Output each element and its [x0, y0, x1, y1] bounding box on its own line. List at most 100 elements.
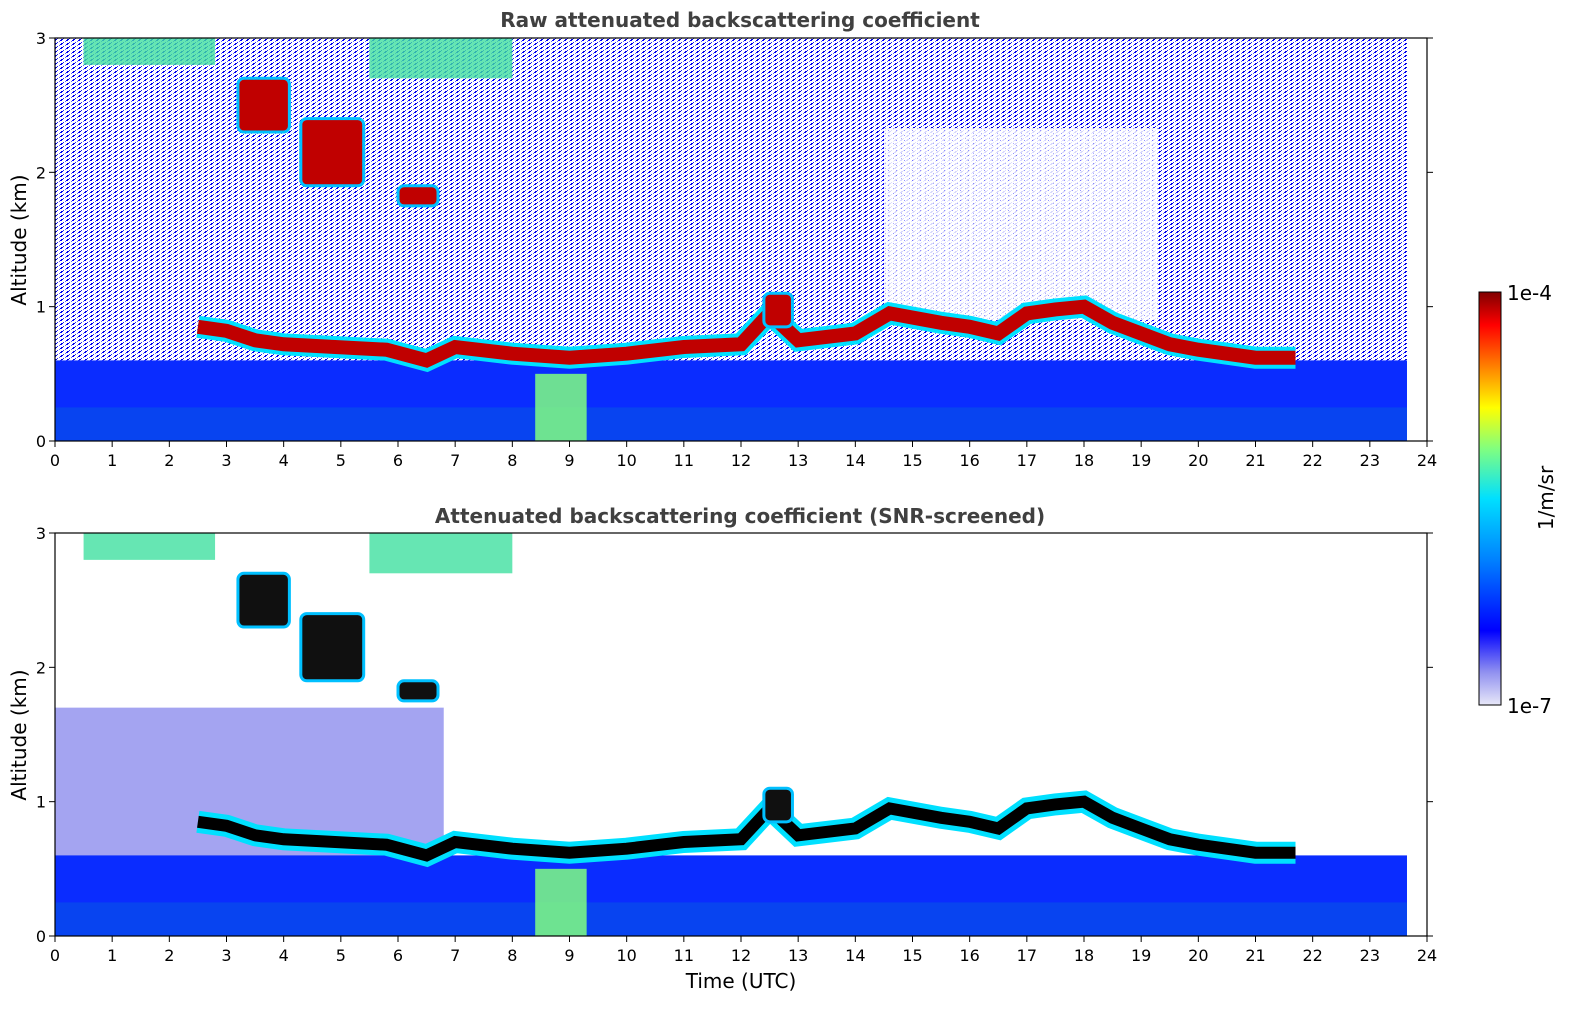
colorbar-label: 1/m/sr [1534, 465, 1558, 530]
x-tick-label: 18 [1074, 451, 1094, 470]
high-aerosol-patch [369, 38, 513, 79]
x-tick-label: 11 [674, 946, 694, 965]
x-tick-label: 4 [279, 946, 289, 965]
panel-snr-xaxis: 0 1 2 3 4 5 6 7 8 9 10 11 12 13 14 15 16 17 18 19 20 21 22 23 24 [50, 936, 1437, 965]
y-tick-label: 0 [36, 432, 46, 451]
colorbar: 1e-4 1e-7 1/m/sr [1478, 281, 1558, 718]
x-tick-label: 6 [393, 451, 403, 470]
x-tick-label: 13 [788, 946, 808, 965]
x-tick-label: 20 [1188, 946, 1208, 965]
x-tick-label: 22 [1302, 451, 1322, 470]
panel-raw-xaxis: 0 1 2 3 4 5 6 7 8 9 10 11 12 13 14 15 16 17 18 19 20 21 22 23 24 [50, 441, 1437, 470]
snr-cloud-patches [236, 571, 794, 824]
x-tick-label: 13 [788, 451, 808, 470]
panel-snr-xlabel: Time (UTC) [685, 969, 797, 993]
y-tick-label: 1 [36, 793, 46, 812]
x-tick-label: 14 [845, 451, 865, 470]
snr-dust-plume [535, 868, 587, 936]
y-tick-label: 3 [36, 524, 46, 543]
cloud-patch [762, 291, 794, 329]
cloud-patch [762, 786, 794, 824]
colorbar-min-label: 1e-7 [1507, 694, 1552, 718]
x-tick-label: 9 [564, 451, 574, 470]
raw-high-aerosol [83, 38, 513, 79]
x-tick-label: 14 [845, 946, 865, 965]
x-tick-label: 20 [1188, 451, 1208, 470]
x-tick-label: 24 [1417, 451, 1437, 470]
snr-boundary-layer-line [197, 795, 1296, 862]
x-tick-label: 0 [50, 946, 60, 965]
colorbar-gradient [1478, 291, 1502, 706]
x-tick-label: 16 [959, 946, 979, 965]
panel-snr-ylabel: Altitude (km) [7, 669, 31, 800]
cloud-patch [236, 76, 291, 134]
x-tick-label: 1 [107, 451, 117, 470]
x-tick-label: 19 [1131, 451, 1151, 470]
x-tick-label: 5 [336, 451, 346, 470]
x-tick-label: 1 [107, 946, 117, 965]
x-tick-label: 5 [336, 946, 346, 965]
x-tick-label: 15 [902, 451, 922, 470]
x-tick-label: 23 [1360, 946, 1380, 965]
x-tick-label: 19 [1131, 946, 1151, 965]
x-tick-label: 7 [450, 946, 460, 965]
snr-aerosol-lower [55, 902, 1407, 936]
panel-raw-heatmap [55, 38, 1407, 441]
x-tick-label: 3 [221, 451, 231, 470]
x-tick-label: 21 [1245, 946, 1265, 965]
y-tick-label: 3 [36, 29, 46, 48]
cloud-patch [236, 571, 291, 629]
x-tick-label: 22 [1302, 946, 1322, 965]
panel-snr: Attenuated backscattering coefficient (S… [7, 504, 1437, 993]
y-tick-label: 1 [36, 298, 46, 317]
panel-snr-yaxis: 0 1 2 3 [36, 524, 1433, 946]
x-tick-label: 3 [221, 946, 231, 965]
panel-raw-ylabel: Altitude (km) [7, 174, 31, 305]
x-tick-label: 17 [1017, 451, 1037, 470]
x-tick-label: 4 [279, 451, 289, 470]
cloud-patch [299, 612, 366, 683]
raw-aerosol-lower [55, 407, 1407, 441]
x-tick-label: 15 [902, 946, 922, 965]
x-tick-label: 10 [616, 946, 636, 965]
x-tick-label: 16 [959, 451, 979, 470]
panel-snr-heatmap [55, 533, 1427, 936]
raw-boundary-layer-line [196, 299, 1296, 368]
x-tick-label: 12 [731, 451, 751, 470]
y-tick-label: 2 [36, 163, 46, 182]
x-tick-label: 7 [450, 451, 460, 470]
raw-clear-zone [883, 128, 1159, 321]
colorbar-max-label: 1e-4 [1507, 281, 1552, 305]
high-aerosol-patch [369, 533, 513, 574]
x-tick-label: 2 [164, 451, 174, 470]
panel-snr-title: Attenuated backscattering coefficient (S… [435, 504, 1045, 528]
x-tick-label: 18 [1074, 946, 1094, 965]
x-tick-label: 24 [1417, 946, 1437, 965]
x-tick-label: 11 [674, 451, 694, 470]
x-tick-label: 17 [1017, 946, 1037, 965]
x-tick-label: 21 [1245, 451, 1265, 470]
raw-cloud-patches [236, 76, 794, 329]
x-tick-label: 12 [731, 946, 751, 965]
panel-raw-title: Raw attenuated backscattering coefficien… [500, 8, 980, 32]
x-tick-label: 23 [1360, 451, 1380, 470]
snr-high-aerosol [83, 533, 513, 574]
raw-dust-plume [535, 373, 587, 441]
cloud-patch [299, 117, 366, 188]
high-aerosol-patch [83, 533, 216, 560]
x-tick-label: 8 [507, 946, 517, 965]
x-tick-label: 10 [616, 451, 636, 470]
high-aerosol-patch [83, 38, 216, 65]
panel-raw: Raw attenuated backscattering coefficien… [7, 8, 1437, 470]
x-tick-label: 6 [393, 946, 403, 965]
y-tick-label: 2 [36, 658, 46, 677]
x-tick-label: 9 [564, 946, 574, 965]
panel-raw-yaxis: 0 1 2 3 [36, 29, 1433, 451]
y-tick-label: 0 [36, 927, 46, 946]
cloud-patch [396, 184, 440, 208]
x-tick-label: 2 [164, 946, 174, 965]
cloud-patch [396, 679, 440, 703]
x-tick-label: 0 [50, 451, 60, 470]
x-tick-label: 8 [507, 451, 517, 470]
